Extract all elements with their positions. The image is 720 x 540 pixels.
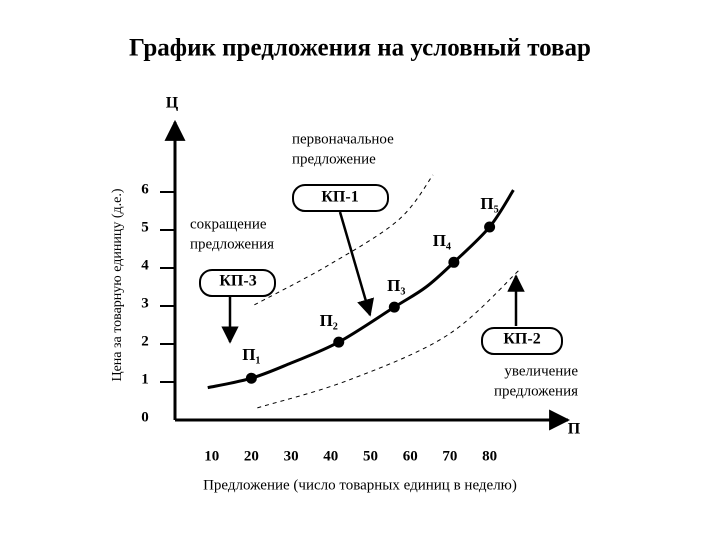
x-tick-label: 10 — [204, 448, 219, 464]
x-tick-label: 80 — [482, 448, 497, 464]
point — [388, 301, 400, 313]
y-tick-label: 2 — [141, 333, 149, 349]
chart-title: График предложения на условный товар — [129, 35, 591, 62]
point-label: П₅ — [480, 194, 498, 213]
shift-curve — [257, 269, 520, 409]
x-tick-label: 30 — [284, 448, 299, 464]
y-tick-label: 5 — [141, 219, 149, 235]
callout-label: КП-2 — [503, 331, 540, 348]
x-tick-label: 70 — [442, 448, 457, 464]
callout-box — [481, 327, 563, 355]
callout-label: КП-1 — [321, 189, 358, 206]
x-axis-symbol: П — [568, 421, 581, 438]
callout-box — [199, 269, 276, 297]
point — [245, 372, 257, 384]
annotation: предложение — [292, 151, 376, 167]
y-tick-label: 6 — [141, 181, 149, 197]
x-tick-label: 40 — [323, 448, 338, 464]
point-label: П₁ — [242, 345, 260, 364]
x-tick-label: 60 — [403, 448, 418, 464]
y-tick-label: 3 — [141, 295, 149, 311]
y-axis-symbol: Ц — [166, 95, 179, 112]
point-label: П₂ — [320, 311, 338, 330]
annotation: предложения — [494, 383, 578, 399]
point — [333, 336, 345, 348]
x-tick-label: 50 — [363, 448, 378, 464]
y-tick-label: 4 — [141, 257, 149, 273]
callout-label: КП-3 — [219, 273, 256, 290]
y-axis-label: Цена за товарную единицу (д.е.) — [110, 188, 125, 381]
point — [448, 256, 460, 268]
callout-box — [292, 184, 389, 212]
y-tick-label: 0 — [141, 409, 149, 425]
x-tick-label: 20 — [244, 448, 259, 464]
annotation: первоначальное — [292, 131, 394, 147]
annotation: увеличение — [504, 363, 578, 379]
y-tick-label: 1 — [141, 371, 149, 387]
point-label: П₄ — [433, 231, 451, 250]
shift-curve — [254, 174, 434, 306]
point — [484, 221, 496, 233]
arrow — [338, 211, 374, 317]
x-axis-label: Предложение (число товарных единиц в нед… — [203, 477, 517, 493]
annotation: сокращение — [190, 216, 267, 232]
point-label: П₃ — [387, 276, 405, 295]
annotation: предложения — [190, 236, 274, 252]
